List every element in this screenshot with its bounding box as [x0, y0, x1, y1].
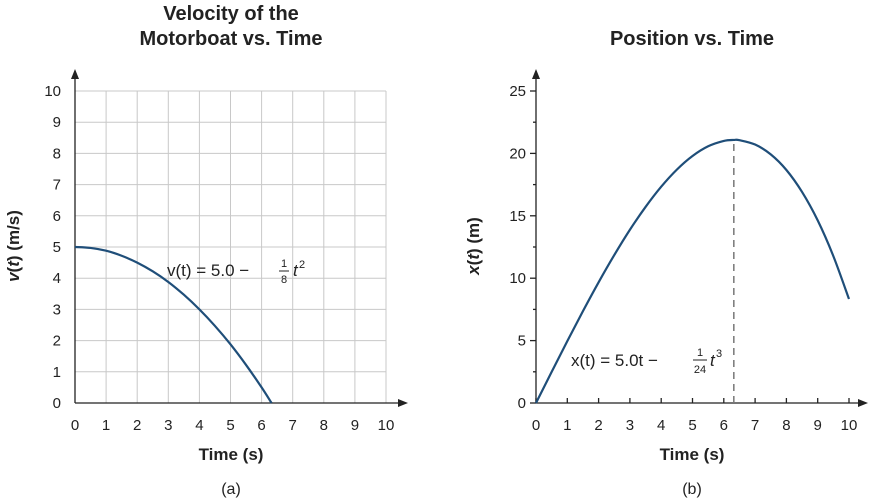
chart-a-equation-exp: 2 — [299, 259, 305, 271]
series-line — [535, 138, 851, 404]
y-tick-label: 5 — [53, 239, 61, 256]
chart-a-ylabel-paren: ( — [4, 266, 23, 272]
chart-a-grid — [75, 90, 387, 403]
x-tick-label: 6 — [257, 417, 265, 434]
y-tick-label: 2 — [53, 333, 61, 350]
x-axis-arrowhead — [398, 399, 408, 407]
x-tick-label: 5 — [226, 417, 234, 434]
chart-a-equation-var: t — [293, 261, 299, 280]
chart-a-sublabel: (a) — [221, 481, 241, 498]
chart-a-series — [74, 245, 273, 404]
y-tick-label: 10 — [44, 83, 61, 100]
y-tick-label: 6 — [53, 208, 61, 225]
x-tick-label: 9 — [351, 417, 359, 434]
chart-b-ylabel-var: x — [464, 264, 483, 276]
x-tick-label: 10 — [378, 417, 395, 434]
y-tick-label: 10 — [509, 270, 526, 287]
chart-b-ylabel-paren: ( — [464, 259, 483, 265]
y-tick-label: 15 — [509, 208, 526, 225]
y-axis-arrowhead — [71, 69, 79, 79]
chart-b-equation: x(t) = 5.0t − 1 24 t 3 — [571, 347, 722, 376]
chart-b-series — [535, 138, 851, 404]
chart-b-y-axis-label: x(t) (m) — [464, 217, 483, 276]
y-tick-label: 0 — [518, 395, 526, 412]
y-tick-label: 3 — [53, 301, 61, 318]
chart-b-equation-num: 1 — [697, 347, 703, 359]
chart-a-ylabel-var: v — [4, 271, 23, 282]
chart-a-y-axis-label: v(t) (m/s) — [4, 210, 23, 282]
chart-a-equation-lhs: v(t) = 5.0 − — [167, 261, 249, 280]
chart-b-sublabel: (b) — [682, 481, 702, 498]
y-tick-label: 0 — [53, 395, 61, 412]
x-tick-label: 0 — [71, 417, 79, 434]
chart-a-x-tick-labels: 0 1 2 3 4 5 6 7 8 9 10 — [71, 417, 395, 434]
x-tick-label: 7 — [751, 417, 759, 434]
chart-b-axes — [530, 69, 868, 407]
chart-b-ylabel-t: t — [464, 253, 483, 260]
x-tick-label: 0 — [532, 417, 540, 434]
chart-b-equation-exp: 3 — [716, 348, 722, 360]
chart-a-title-line-2: Motorboat vs. Time — [140, 28, 323, 50]
y-tick-label: 8 — [53, 145, 61, 162]
chart-a-axes — [71, 69, 408, 407]
x-tick-label: 4 — [657, 417, 665, 434]
chart-a-equation: v(t) = 5.0 − 1 8 t 2 — [167, 258, 305, 286]
y-tick-label: 9 — [53, 114, 61, 131]
chart-b-equation-lhs: x(t) = 5.0t − — [571, 351, 658, 370]
chart-b-title: Position vs. Time — [610, 28, 774, 50]
chart-b-x-axis-label: Time (s) — [660, 445, 725, 464]
chart-a-ylabel-unit: ) (m/s) — [4, 210, 23, 261]
chart-a-equation-den: 8 — [281, 274, 287, 286]
chart-a-y-tick-labels: 0 1 2 3 4 5 6 7 8 9 10 — [44, 83, 61, 412]
x-tick-label: 4 — [195, 417, 203, 434]
chart-b-ylabel-unit: ) (m) — [464, 217, 483, 254]
chart-b-x-tick-labels: 0 1 2 3 4 5 6 7 8 9 10 — [532, 417, 858, 434]
x-tick-label: 5 — [688, 417, 696, 434]
chart-a-title-line-1: Velocity of the — [163, 3, 299, 25]
chart-b-equation-den: 24 — [694, 364, 706, 376]
x-tick-label: 6 — [720, 417, 728, 434]
series-line — [74, 245, 273, 404]
x-tick-label: 1 — [102, 417, 110, 434]
chart-a-x-axis-label: Time (s) — [199, 445, 264, 464]
position-chart: Position vs. Time 0 1 2 3 4 5 6 7 8 9 10 0 5 10 15 20 2… — [464, 28, 868, 498]
x-tick-label: 8 — [782, 417, 790, 434]
chart-b-equation-var: t — [710, 351, 716, 370]
x-tick-label: 3 — [164, 417, 172, 434]
x-tick-label: 3 — [626, 417, 634, 434]
y-axis-arrowhead — [532, 69, 540, 79]
x-tick-label: 8 — [320, 417, 328, 434]
y-tick-label: 4 — [53, 270, 61, 287]
x-tick-label: 2 — [133, 417, 141, 434]
y-tick-label: 1 — [53, 364, 61, 381]
x-tick-label: 7 — [289, 417, 297, 434]
y-tick-label: 5 — [518, 333, 526, 350]
chart-a-ylabel-t: t — [4, 260, 23, 267]
x-tick-label: 10 — [841, 417, 858, 434]
y-tick-label: 25 — [509, 83, 526, 100]
x-tick-label: 1 — [563, 417, 571, 434]
y-tick-label: 7 — [53, 177, 61, 194]
chart-a-equation-num: 1 — [281, 258, 287, 270]
x-tick-label: 2 — [594, 417, 602, 434]
x-tick-label: 9 — [814, 417, 822, 434]
chart-b-y-tick-labels: 0 5 10 15 20 25 — [509, 83, 526, 412]
x-axis-arrowhead — [858, 399, 868, 407]
y-tick-label: 20 — [509, 145, 526, 162]
